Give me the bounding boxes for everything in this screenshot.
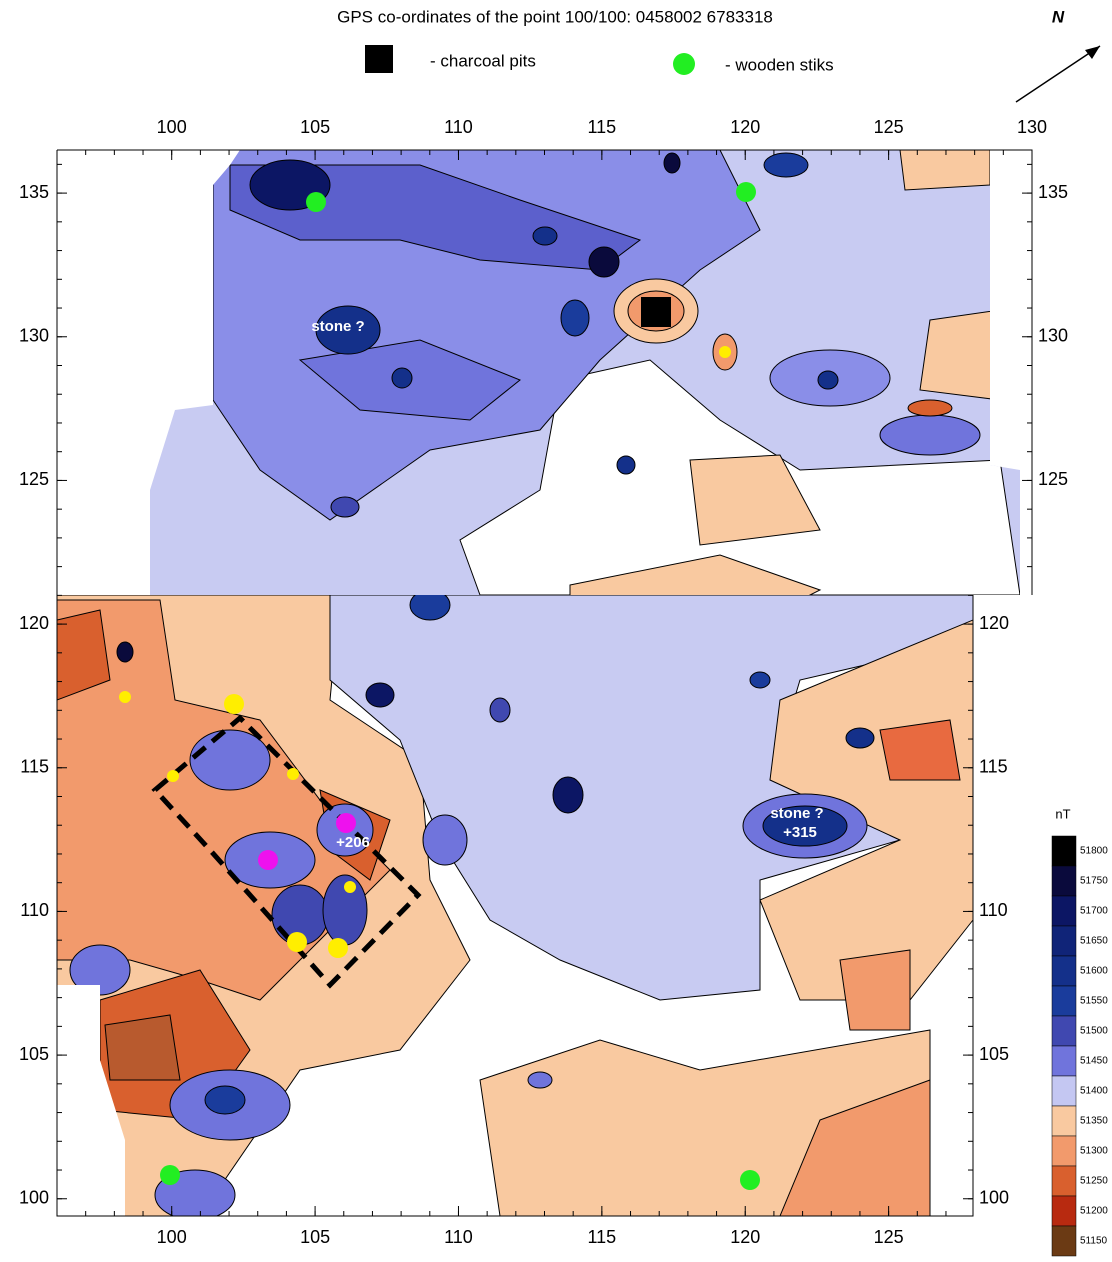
- colorbar-label: 51650: [1080, 936, 1108, 947]
- marker: [328, 938, 348, 958]
- y-tick-label: 130: [1038, 326, 1068, 346]
- marker: [287, 932, 307, 952]
- marker: [287, 768, 299, 780]
- colorbar-swatch: [1051, 1195, 1077, 1227]
- y-tick-label: 105: [979, 1044, 1009, 1064]
- magenta-markers: [258, 813, 356, 870]
- x-tick-label: 100: [157, 117, 187, 137]
- y-tick-label: 125: [1038, 469, 1068, 489]
- marker: [344, 881, 356, 893]
- annotation: +206: [336, 834, 370, 851]
- x-tick-label: 115: [588, 117, 617, 137]
- marker: [719, 346, 731, 358]
- colorbar-label: 51550: [1080, 996, 1108, 1007]
- colorbar-swatch: [1051, 865, 1077, 897]
- colorbar-label: 51500: [1080, 1026, 1108, 1037]
- north-arrowhead: [1085, 46, 1100, 59]
- x-tick-label: 105: [300, 1227, 330, 1247]
- annotation: stone ?: [770, 805, 823, 822]
- stick-marker: [306, 192, 326, 212]
- title: GPS co-ordinates of the point 100/100: 0…: [337, 7, 773, 26]
- y-tick-label: 120: [979, 613, 1009, 633]
- y-tick-label: 130: [19, 326, 49, 346]
- colorbar-unit: nT: [1055, 806, 1070, 821]
- colorbar-swatch: [1051, 1075, 1077, 1107]
- outlined-area: [151, 714, 422, 989]
- colorbar-swatch: [1051, 1165, 1077, 1197]
- marker: [224, 694, 244, 714]
- x-tick-label: 115: [588, 1227, 617, 1247]
- marker: [119, 691, 131, 703]
- x-tick-label: 110: [444, 1227, 473, 1247]
- north-label: N: [1052, 7, 1065, 26]
- x-tick-label: 130: [1017, 117, 1047, 137]
- colorbar-label: 51300: [1080, 1146, 1108, 1157]
- colorbar-swatch: [1051, 955, 1077, 987]
- colorbar-label: 51600: [1080, 966, 1108, 977]
- colorbar-label: 51450: [1080, 1056, 1108, 1067]
- north-arrow: [1015, 45, 1101, 103]
- colorbar-label: 51350: [1080, 1116, 1108, 1127]
- marker: [336, 813, 356, 833]
- colorbar-swatch: [1051, 1135, 1077, 1167]
- lower-area: [57, 595, 973, 1216]
- colorbar-swatch: [1051, 1105, 1077, 1137]
- y-tick-label: 100: [19, 1188, 49, 1208]
- x-tick-label: 120: [730, 117, 760, 137]
- y-tick-label: 125: [19, 469, 49, 489]
- colorbar-label: 51800: [1080, 846, 1108, 857]
- stick-marker: [740, 1170, 760, 1190]
- x-tick-label: 110: [444, 117, 473, 137]
- marker: [167, 770, 179, 782]
- colorbar-label: 51200: [1080, 1206, 1108, 1217]
- y-tick-label: 135: [19, 182, 49, 202]
- y-tick-label: 105: [19, 1044, 49, 1064]
- colorbar-label: 51400: [1080, 1086, 1108, 1097]
- marker: [258, 850, 278, 870]
- colorbar-label: 51750: [1080, 876, 1108, 887]
- stick-marker: [160, 1165, 180, 1185]
- x-tick-label: 125: [874, 1227, 904, 1247]
- upper-area: [150, 150, 1020, 595]
- colorbar-swatch: [1051, 1015, 1077, 1047]
- y-tick-label: 115: [979, 757, 1008, 777]
- colorbar-label: 51250: [1080, 1176, 1108, 1187]
- y-tick-label: 110: [979, 900, 1008, 920]
- colorbar-swatch: [1051, 1045, 1077, 1077]
- legend-symbol-pit: [365, 45, 393, 73]
- y-tick-label: 120: [19, 613, 49, 633]
- colorbar-swatch: [1051, 925, 1077, 957]
- colorbar-label: 51700: [1080, 906, 1108, 917]
- x-tick-label: 125: [874, 117, 904, 137]
- colorbar-swatch: [1051, 895, 1077, 927]
- y-tick-label: 100: [979, 1188, 1009, 1208]
- y-tick-label: 135: [1038, 182, 1068, 202]
- colorbar-swatch: [1051, 835, 1077, 867]
- wooden-sticks: [160, 182, 760, 1190]
- legend-label: - wooden stiks: [725, 55, 834, 74]
- yellow-markers: [119, 346, 731, 958]
- colorbar-swatch: [1051, 1225, 1077, 1257]
- y-tick-label: 110: [20, 900, 49, 920]
- y-tick-label: 115: [20, 757, 49, 777]
- x-tick-label: 105: [300, 117, 330, 137]
- colorbar-swatch: [1051, 985, 1077, 1017]
- stick-marker: [736, 182, 756, 202]
- colorbar-label: 51150: [1080, 1236, 1108, 1247]
- x-tick-label: 120: [730, 1227, 760, 1247]
- x-tick-label: 100: [157, 1227, 187, 1247]
- annotation: stone ?: [311, 318, 364, 335]
- charcoal-pit: [641, 297, 671, 327]
- annotation: +315: [783, 824, 817, 841]
- legend-symbol-stick: [673, 53, 695, 75]
- legend-label: - charcoal pits: [430, 51, 536, 70]
